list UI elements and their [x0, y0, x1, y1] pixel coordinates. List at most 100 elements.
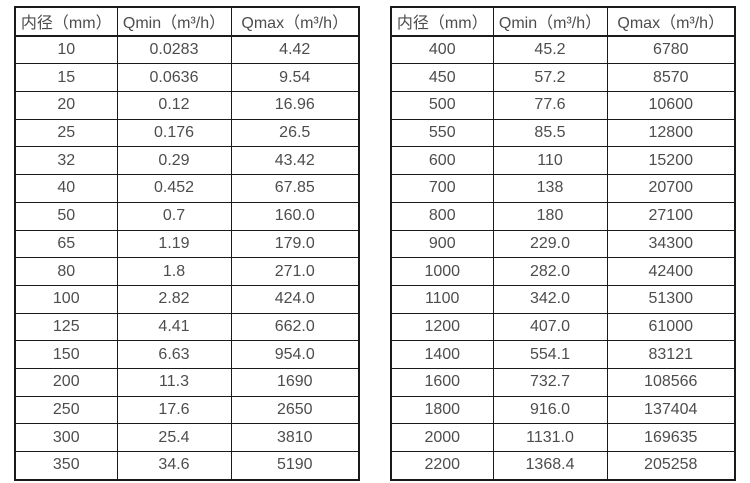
table-cell: 5190	[230, 450, 360, 481]
table-cell: 17.6	[116, 395, 232, 425]
table-cell: 12800	[606, 118, 736, 148]
table-cell: 424.0	[230, 284, 360, 314]
table-cell: 1131.0	[492, 423, 608, 452]
table-cell: 600	[390, 146, 494, 176]
table-cell: 138	[492, 174, 608, 203]
table-row: 1000 282.0 42400	[390, 257, 736, 286]
table-cell: 160.0	[230, 201, 360, 231]
table-row: 1100 342.0 51300	[390, 284, 736, 314]
table-row: 2000 1131.0 169635	[390, 423, 736, 452]
table-cell: 342.0	[492, 284, 608, 314]
table-cell: 6.63	[116, 340, 232, 369]
table-cell: 8570	[606, 63, 736, 93]
table-row: 20 0.12 16.96	[14, 91, 360, 120]
table-cell: 27100	[606, 201, 736, 231]
table-cell: 0.0283	[116, 35, 232, 65]
col-header-qmin: Qmin（m³/h）	[116, 6, 232, 37]
table-row: 125 4.41 662.0	[14, 312, 360, 342]
table-cell: 0.29	[116, 146, 232, 176]
table-cell: 4.41	[116, 312, 232, 342]
table-cell: 732.7	[492, 367, 608, 397]
table-cell: 77.6	[492, 91, 608, 120]
table-cell: 800	[390, 201, 494, 231]
table-cell: 20700	[606, 174, 736, 203]
table-cell: 80	[14, 257, 118, 286]
table-body: 400 45.2 6780 450 57.2 8570 500 77.6 10600 550 85.…	[390, 35, 736, 481]
table-cell: 282.0	[492, 257, 608, 286]
table-cell: 4.42	[230, 35, 360, 65]
table-cell: 1100	[390, 284, 494, 314]
table-cell: 34.6	[116, 450, 232, 481]
table-cell: 85.5	[492, 118, 608, 148]
table-cell: 1200	[390, 312, 494, 342]
table-row: 65 1.19 179.0	[14, 229, 360, 259]
table-cell: 407.0	[492, 312, 608, 342]
table-cell: 16.96	[230, 91, 360, 120]
table-row: 15 0.0636 9.54	[14, 63, 360, 93]
table-cell: 67.85	[230, 174, 360, 203]
table-cell: 1600	[390, 367, 494, 397]
table-row: 1600 732.7 108566	[390, 367, 736, 397]
table-cell: 108566	[606, 367, 736, 397]
table-cell: 40	[14, 174, 118, 203]
col-header-qmax: Qmax（m³/h）	[230, 6, 360, 37]
table-row: 40 0.452 67.85	[14, 174, 360, 203]
table-cell: 0.7	[116, 201, 232, 231]
table-cell: 10600	[606, 91, 736, 120]
table-cell: 100	[14, 284, 118, 314]
table-row: 10 0.0283 4.42	[14, 35, 360, 65]
table-cell: 1000	[390, 257, 494, 286]
table-row: 100 2.82 424.0	[14, 284, 360, 314]
table-cell: 400	[390, 35, 494, 65]
table-cell: 137404	[606, 395, 736, 425]
table-cell: 350	[14, 450, 118, 481]
table-cell: 200	[14, 367, 118, 397]
table-cell: 700	[390, 174, 494, 203]
table-cell: 2000	[390, 423, 494, 452]
table-cell: 954.0	[230, 340, 360, 369]
table-cell: 0.176	[116, 118, 232, 148]
table-cell: 662.0	[230, 312, 360, 342]
table-cell: 34300	[606, 229, 736, 259]
table-cell: 150	[14, 340, 118, 369]
table-row: 80 1.8 271.0	[14, 257, 360, 286]
tables-container: 内径（mm） Qmin（m³/h） Qmax（m³/h） 10 0.0283 4.4…	[14, 6, 750, 481]
table-cell: 15200	[606, 146, 736, 176]
pipe-flow-table-large-diameter: 内径（mm） Qmin（m³/h） Qmax（m³/h） 400 45.2 6780…	[390, 6, 736, 481]
table-cell: 250	[14, 395, 118, 425]
table-row: 250 17.6 2650	[14, 395, 360, 425]
table-body: 10 0.0283 4.42 15 0.0636 9.54 20 0.12 16.96 25 0.1…	[14, 35, 360, 481]
table-cell: 179.0	[230, 229, 360, 259]
table-cell: 125	[14, 312, 118, 342]
table-row: 150 6.63 954.0	[14, 340, 360, 369]
table-cell: 271.0	[230, 257, 360, 286]
table-row: 900 229.0 34300	[390, 229, 736, 259]
table-cell: 2650	[230, 395, 360, 425]
table-cell: 83121	[606, 340, 736, 369]
table-cell: 300	[14, 423, 118, 452]
table-row: 25 0.176 26.5	[14, 118, 360, 148]
table-row: 1200 407.0 61000	[390, 312, 736, 342]
table-cell: 180	[492, 201, 608, 231]
table-cell: 916.0	[492, 395, 608, 425]
table-cell: 11.3	[116, 367, 232, 397]
table-cell: 550	[390, 118, 494, 148]
table-cell: 110	[492, 146, 608, 176]
table-cell: 61000	[606, 312, 736, 342]
col-header-qmax: Qmax（m³/h）	[606, 6, 736, 37]
table-cell: 169635	[606, 423, 736, 452]
table-row: 800 180 27100	[390, 201, 736, 231]
table-row: 600 110 15200	[390, 146, 736, 176]
table-cell: 32	[14, 146, 118, 176]
table-cell: 51300	[606, 284, 736, 314]
table-cell: 2.82	[116, 284, 232, 314]
table-row: 550 85.5 12800	[390, 118, 736, 148]
table-cell: 0.0636	[116, 63, 232, 93]
table-cell: 3810	[230, 423, 360, 452]
table-row: 200 11.3 1690	[14, 367, 360, 397]
table-cell: 2200	[390, 450, 494, 481]
table-header-row: 内径（mm） Qmin（m³/h） Qmax（m³/h）	[390, 6, 736, 37]
table-cell: 900	[390, 229, 494, 259]
table-row: 400 45.2 6780	[390, 35, 736, 65]
table-cell: 25.4	[116, 423, 232, 452]
